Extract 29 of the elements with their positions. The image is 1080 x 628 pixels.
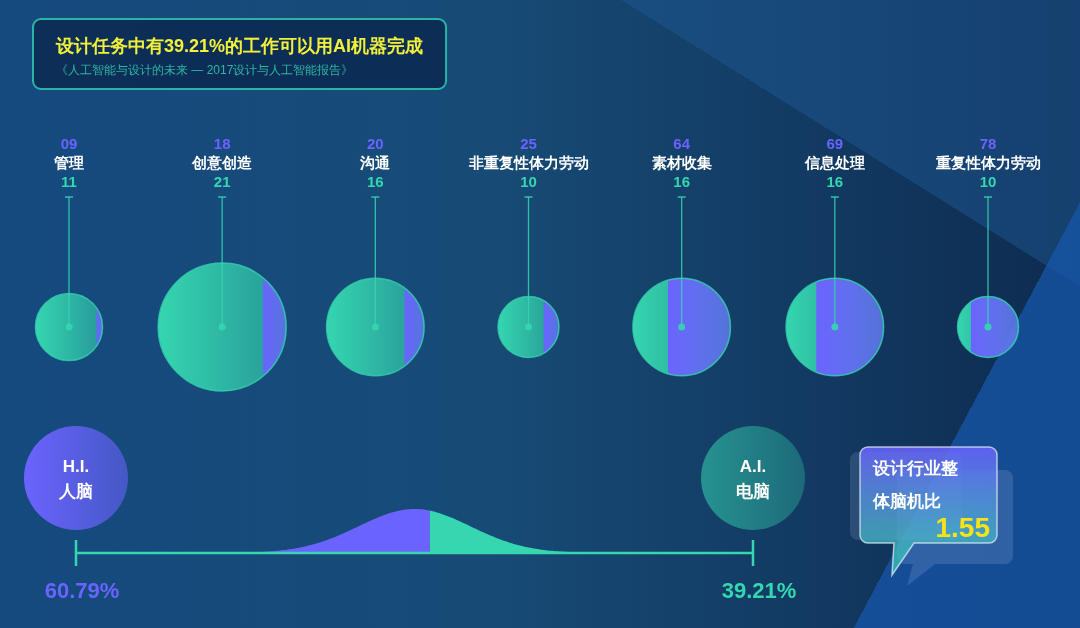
data-label: 11 (61, 173, 77, 190)
text: 设计行业整体脑机比 (872, 459, 958, 511)
data-label: 60.79% (44, 578, 120, 603)
data-label: 16 (673, 173, 691, 190)
category-label: 非重复性体力劳动 (467, 154, 589, 171)
data-label: 16 (826, 173, 844, 190)
category-label: 重复性体力劳动 (934, 154, 1041, 171)
text: 《人工智能与设计的未来 — 2017设计与人工智能报告》 (56, 63, 354, 77)
text: 1.55 (935, 512, 990, 543)
category-label: 创意创造 (191, 154, 254, 171)
text: 设计任务中有39.21%的工作可以用AI机器完成 (55, 36, 424, 56)
data-label: 64 (673, 135, 691, 152)
category-label: H.I. 人脑 (58, 456, 93, 501)
category-label: 管理 (53, 154, 84, 171)
category-label: 信息处理 (803, 154, 865, 171)
category-label: 沟通 (359, 154, 392, 171)
data-label: 18 (213, 135, 231, 152)
data-label: 10 (520, 173, 537, 190)
data-label: 78 (979, 135, 997, 152)
data-label: 20 (366, 135, 384, 152)
data-label: 25 (520, 135, 537, 152)
category-label: 素材收集 (651, 154, 712, 171)
data-label: 21 (213, 173, 231, 190)
category-label: A.I. 电脑 (736, 456, 770, 501)
data-label: 69 (826, 135, 844, 152)
data-label: 39.21% (721, 578, 797, 603)
data-label: 16 (366, 173, 384, 190)
data-label: 09 (60, 135, 78, 152)
data-label: 10 (979, 173, 997, 190)
